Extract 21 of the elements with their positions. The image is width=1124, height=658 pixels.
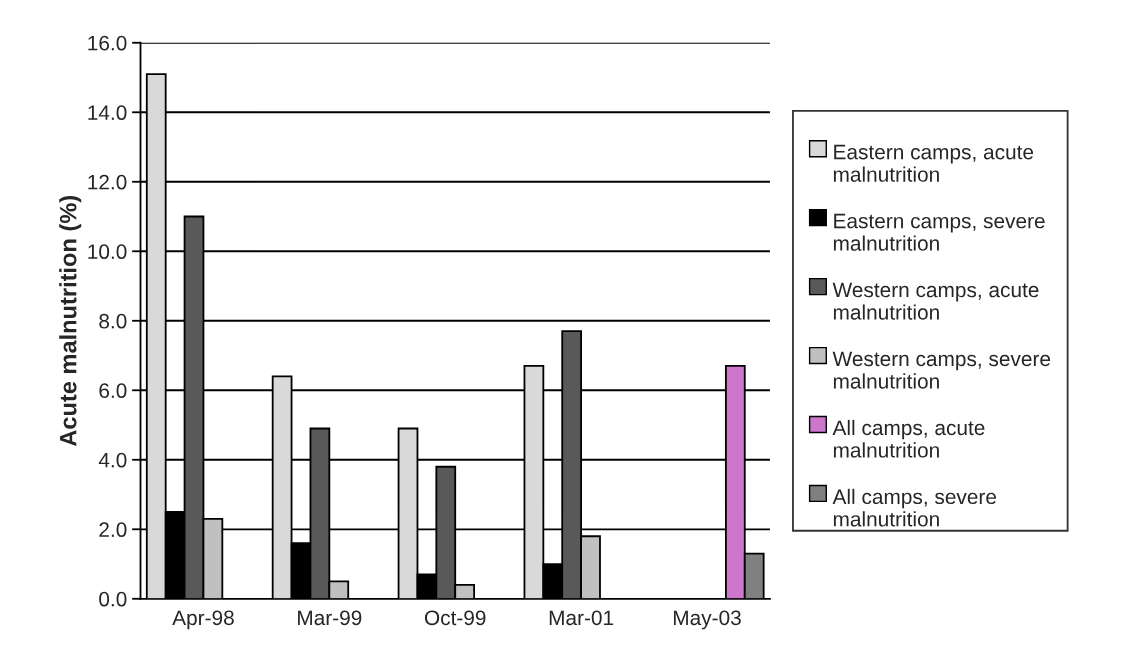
y-axis-title: Acute malnutrition (%) [59, 196, 82, 447]
legend-label: Western camps, severe malnutrition [832, 351, 1051, 389]
y-tick-label: 8.0 [99, 313, 127, 329]
x-tick-label: May-03 [673, 610, 741, 630]
y-tick-label: 0.0 [99, 591, 127, 607]
x-tick-label: Mar-99 [298, 610, 362, 626]
x-tick-label: Mar-01 [549, 610, 614, 626]
y-tick-label: 12.0 [88, 174, 127, 190]
legend-label: All camps, severe malnutrition [832, 488, 997, 527]
x-tick-label: Oct-99 [424, 610, 486, 626]
y-tick-label: 16.0 [88, 35, 127, 51]
legend-label: Eastern camps, acute malnutrition [833, 144, 1034, 182]
y-tick-label: 10.0 [88, 244, 127, 260]
legend-label: Western camps, acute malnutrition [832, 282, 1039, 320]
y-tick-label: 4.0 [98, 452, 127, 468]
x-tick-label: Apr-98 [172, 610, 234, 630]
legend-label: Eastern camps, severe malnutrition [833, 213, 1045, 251]
y-tick-label: 14.0 [88, 105, 127, 121]
y-tick-label: 2.0 [99, 522, 127, 538]
legend-label: All camps, acute malnutrition [832, 419, 985, 458]
y-tick-label: 6.0 [99, 383, 127, 399]
